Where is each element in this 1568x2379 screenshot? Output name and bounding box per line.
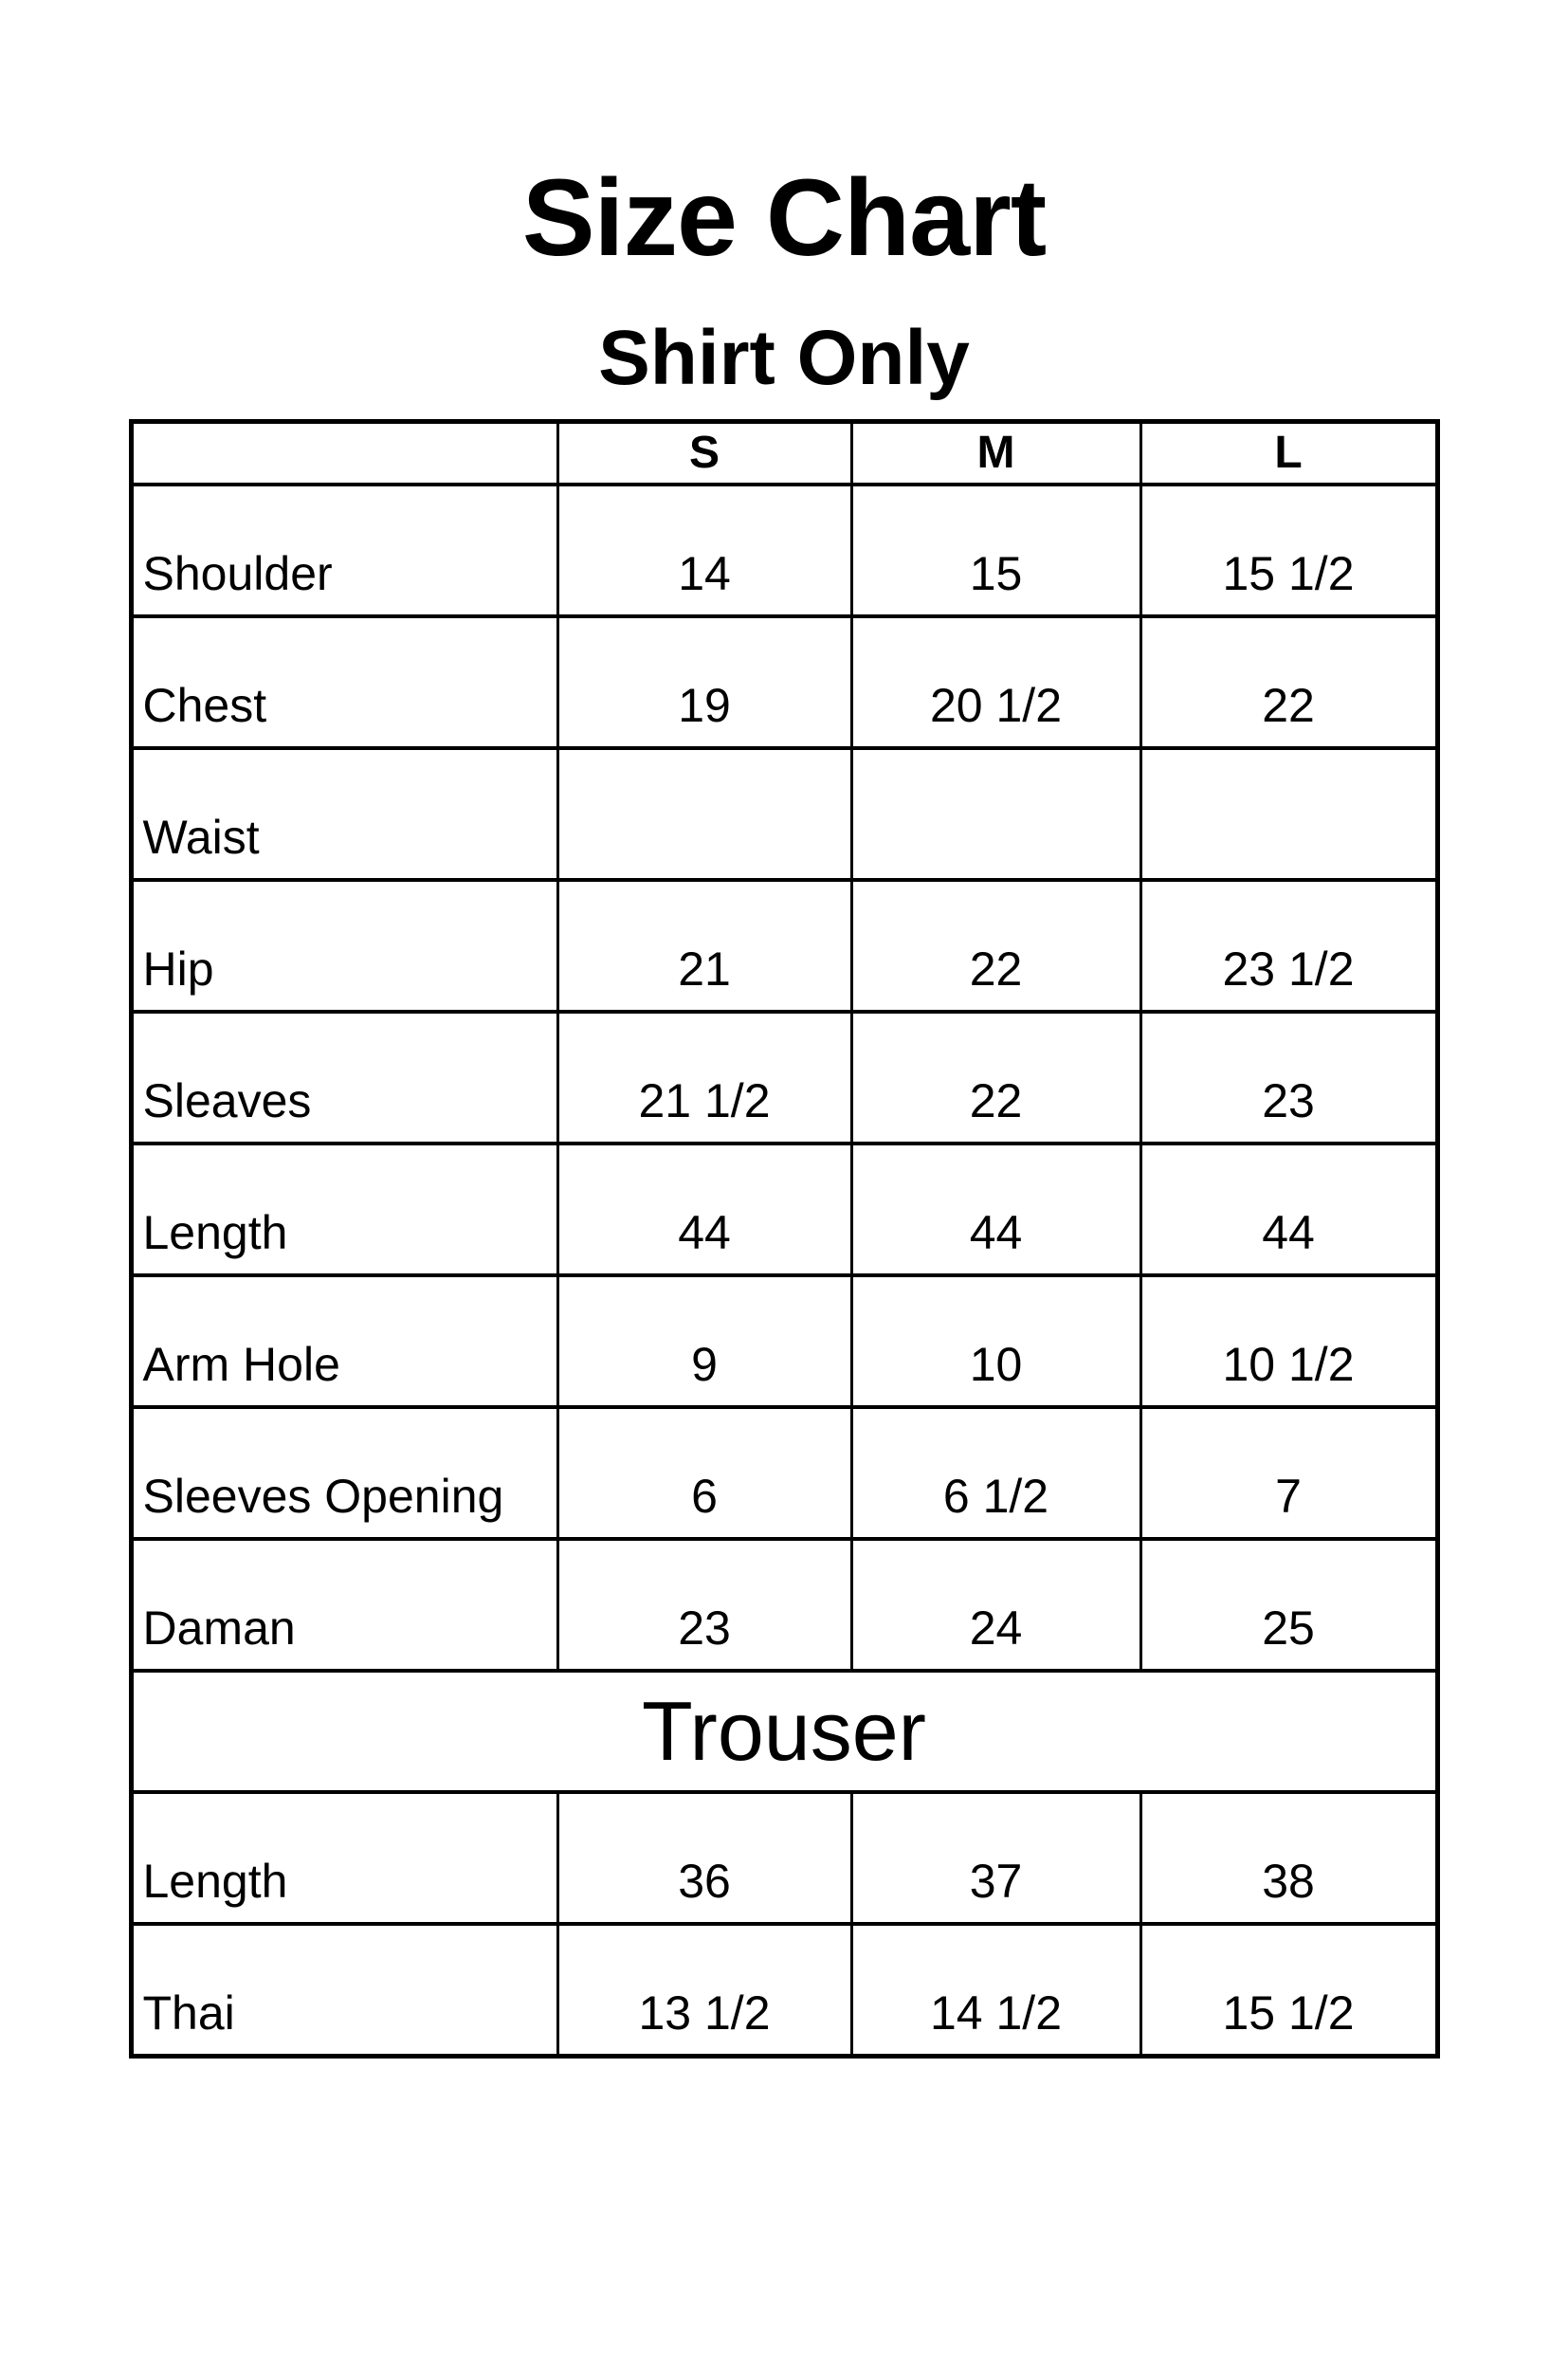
table-row-trouser-length: Length 36 37 38 <box>129 1789 1439 1926</box>
size-value-m <box>849 745 1142 882</box>
size-value-l: 38 <box>1139 1789 1439 1926</box>
measurement-label: Length <box>129 1141 559 1277</box>
page-subtitle: Shirt Only <box>598 314 970 401</box>
measurement-label: Chest <box>129 613 559 750</box>
size-value-s: 9 <box>556 1272 853 1409</box>
table-row-daman: Daman 23 24 25 <box>129 1536 1439 1673</box>
header-cell-m: M <box>849 419 1142 486</box>
size-value-s: 36 <box>556 1789 853 1926</box>
measurement-label: Waist <box>129 745 559 882</box>
size-value-s: 6 <box>556 1404 853 1541</box>
size-value-m: 22 <box>849 1009 1142 1145</box>
size-value-s: 23 <box>556 1536 853 1673</box>
table-row-waist: Waist <box>129 745 1439 882</box>
size-value-l: 10 1/2 <box>1139 1272 1439 1409</box>
size-value-s: 13 1/2 <box>556 1921 853 2059</box>
size-value-m: 37 <box>849 1789 1142 1926</box>
size-value-s: 44 <box>556 1141 853 1277</box>
size-value-s: 21 1/2 <box>556 1009 853 1145</box>
header-row: S M L <box>129 419 1439 486</box>
size-value-m: 6 1/2 <box>849 1404 1142 1541</box>
size-value-m: 20 1/2 <box>849 613 1142 750</box>
measurement-label: Thai <box>129 1921 559 2059</box>
header-cell-blank <box>129 419 559 486</box>
table-row-thai: Thai 13 1/2 14 1/2 15 1/2 <box>129 1921 1439 2059</box>
size-value-m: 14 1/2 <box>849 1921 1142 2059</box>
size-value-l <box>1139 745 1439 882</box>
size-value-l: 25 <box>1139 1536 1439 1673</box>
size-value-m: 44 <box>849 1141 1142 1277</box>
table-row-chest: Chest 19 20 1/2 22 <box>129 613 1439 750</box>
measurement-label: Shoulder <box>129 482 559 618</box>
size-value-m: 15 <box>849 482 1142 618</box>
page-title: Size Chart <box>521 157 1047 279</box>
header-cell-s: S <box>556 419 853 486</box>
size-value-l: 23 <box>1139 1009 1439 1145</box>
size-value-m: 10 <box>849 1272 1142 1409</box>
table-row-sleaves: Sleaves 21 1/2 22 23 <box>129 1009 1439 1145</box>
measurement-label: Sleeves Opening <box>129 1404 559 1541</box>
table-row-sleeves-opening: Sleeves Opening 6 6 1/2 7 <box>129 1404 1439 1541</box>
table-row-length: Length 44 44 44 <box>129 1141 1439 1277</box>
table-row-arm-hole: Arm Hole 9 10 10 1/2 <box>129 1272 1439 1409</box>
table-row-shoulder: Shoulder 14 15 15 1/2 <box>129 482 1439 618</box>
size-value-s: 19 <box>556 613 853 750</box>
size-value-s: 14 <box>556 482 853 618</box>
size-value-l: 23 1/2 <box>1139 877 1439 1014</box>
measurement-label: Hip <box>129 877 559 1014</box>
size-value-m: 24 <box>849 1536 1142 1673</box>
measurement-label: Daman <box>129 1536 559 1673</box>
header-cell-l: L <box>1139 419 1439 486</box>
measurement-label: Sleaves <box>129 1009 559 1145</box>
size-value-l: 7 <box>1139 1404 1439 1541</box>
table-row-hip: Hip 21 22 23 1/2 <box>129 877 1439 1014</box>
size-value-l: 15 1/2 <box>1139 482 1439 618</box>
size-value-m: 22 <box>849 877 1142 1014</box>
section-header-row: Trouser <box>129 1668 1439 1794</box>
measurement-label: Arm Hole <box>129 1272 559 1409</box>
measurement-label: Length <box>129 1789 559 1926</box>
trouser-section-title: Trouser <box>129 1668 1439 1794</box>
size-value-s <box>556 745 853 882</box>
size-value-l: 15 1/2 <box>1139 1921 1439 2059</box>
size-value-l: 22 <box>1139 613 1439 750</box>
size-chart-table: S M L Shoulder 14 15 15 1/2 Chest 19 20 … <box>128 418 1440 2059</box>
size-value-l: 44 <box>1139 1141 1439 1277</box>
size-value-s: 21 <box>556 877 853 1014</box>
